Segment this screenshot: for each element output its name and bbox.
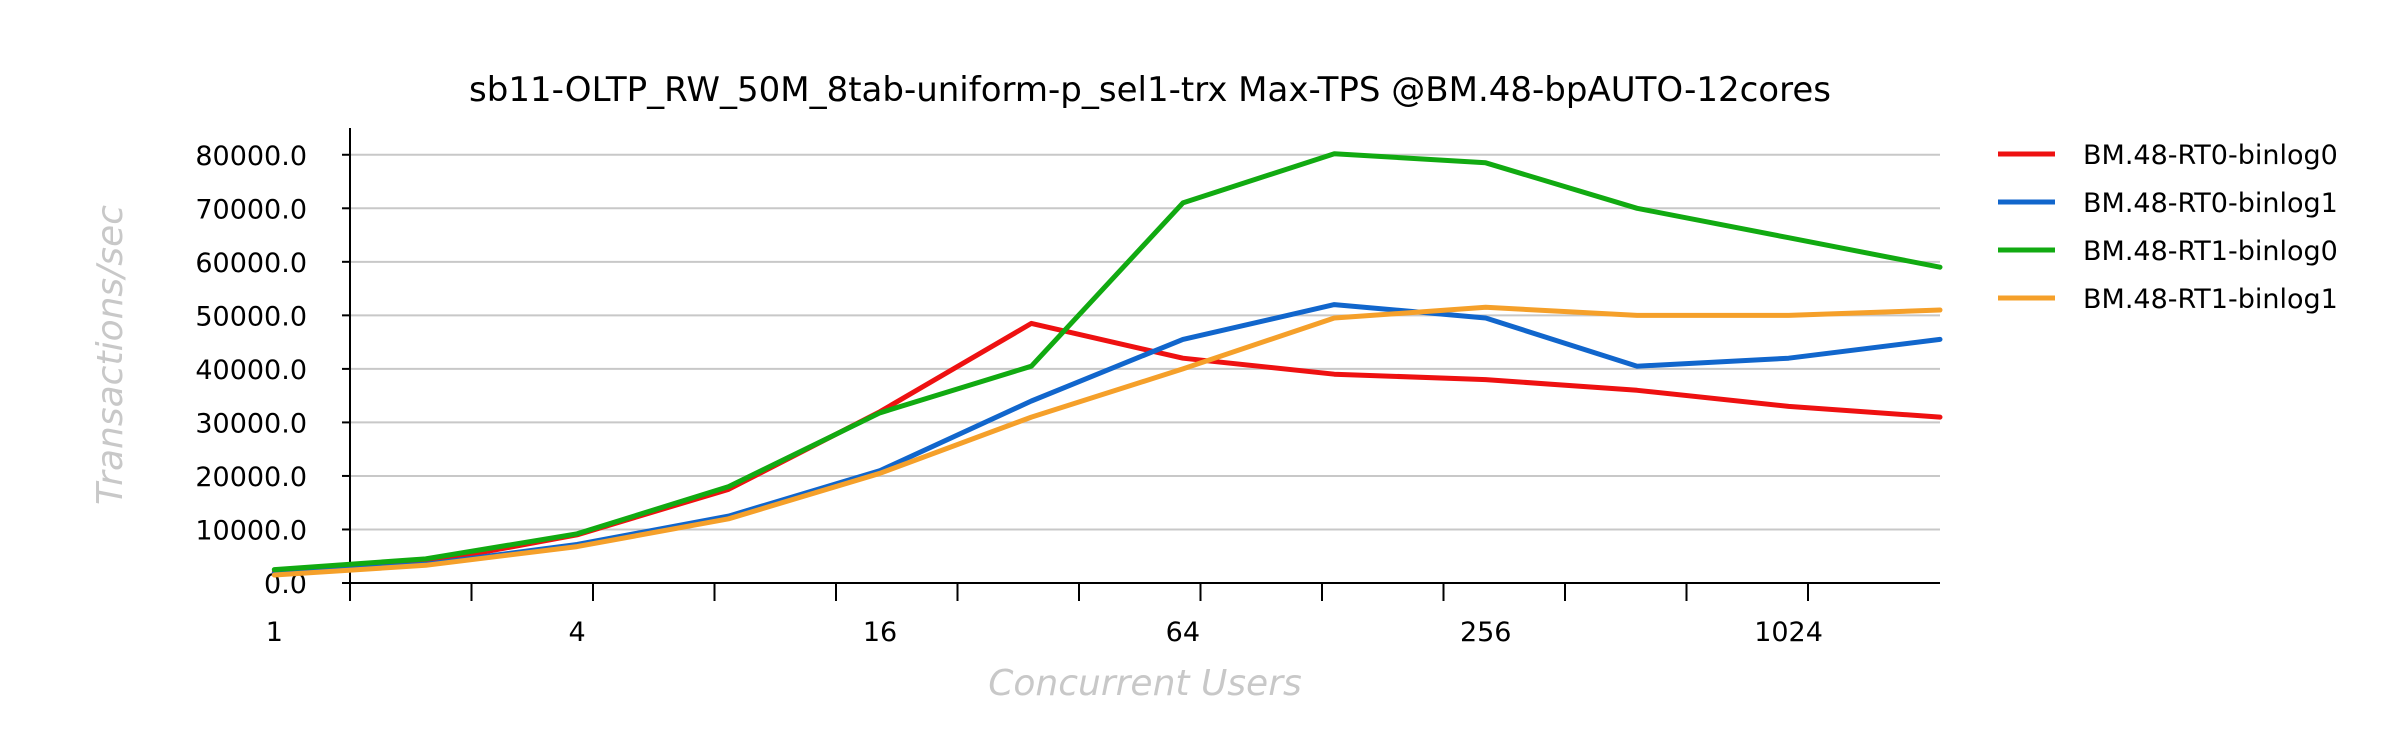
series-line-4 [271, 304, 1943, 578]
series-line-2 [271, 302, 1943, 576]
y-tick-label: 40000.0 [195, 355, 307, 386]
x-tick-label: 1 [266, 617, 283, 648]
y-tick-label: 60000.0 [195, 248, 307, 279]
series-lines [271, 151, 1943, 578]
chart-title: sb11-OLTP_RW_50M_8tab-uniform-p_sel1-trx… [469, 70, 1831, 110]
legend-label: BM.48-RT0-binlog1 [2083, 188, 2338, 219]
y-tick-label: 50000.0 [195, 301, 307, 332]
y-tick-label: 70000.0 [195, 194, 307, 225]
y-tick-label: 20000.0 [195, 462, 307, 493]
y-axis-title: Transactions/sec [90, 205, 131, 505]
x-axis-title: Concurrent Users [988, 663, 1302, 704]
x-tick-label: 16 [863, 617, 897, 648]
legend: BM.48-RT0-binlog0 BM.48-RT0-binlog1 BM.48-… [1998, 140, 2338, 315]
y-tick-label: 10000.0 [195, 515, 307, 546]
x-tick-label: 256 [1460, 617, 1512, 648]
legend-label: BM.48-RT1-binlog1 [2083, 284, 2338, 315]
x-axis-ticks: 1 4 16 64 256 1024 [266, 583, 1823, 648]
legend-label: BM.48-RT1-binlog0 [2083, 236, 2338, 267]
grid-lines [350, 153, 1940, 531]
y-tick-label: 80000.0 [195, 141, 307, 172]
series-line-3 [271, 151, 1943, 573]
y-tick-label: 30000.0 [195, 408, 307, 439]
x-tick-label: 1024 [1754, 617, 1823, 648]
x-tick-label: 4 [569, 617, 586, 648]
y-axis-ticks: 0.010000.020000.030000.040000.050000.060… [195, 141, 350, 600]
legend-label: BM.48-RT0-binlog0 [2083, 140, 2338, 171]
x-tick-label: 64 [1166, 617, 1200, 648]
series-line-1 [271, 320, 1943, 575]
